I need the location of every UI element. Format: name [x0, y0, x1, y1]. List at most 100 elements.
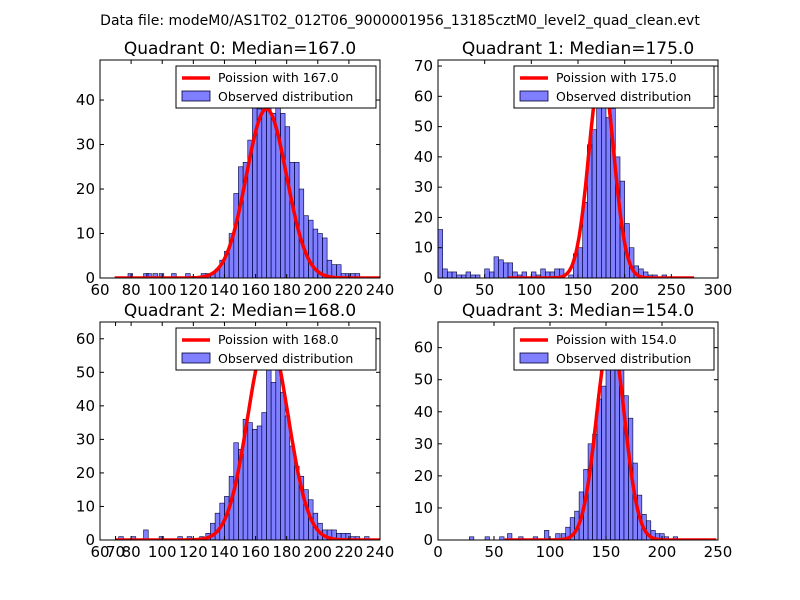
histogram-bar	[284, 415, 291, 540]
y-tick-label: 40	[76, 397, 95, 415]
legend-label-poisson: Poission with 168.0	[218, 332, 339, 347]
histogram-bar	[469, 536, 475, 540]
x-tick-label: 150	[592, 543, 621, 561]
legend-bar-swatch	[519, 90, 549, 102]
histogram-bar	[261, 412, 267, 540]
histogram-bar	[605, 363, 611, 540]
subplot-title: Quadrant 0: Median=167.0	[124, 39, 356, 59]
axes-frame	[99, 321, 381, 541]
histogram-bar	[438, 229, 443, 278]
histogram-bar	[614, 356, 620, 540]
histogram-bar	[127, 273, 133, 278]
x-tick-label: 150	[564, 281, 593, 299]
y-tick-label: 0	[85, 269, 95, 287]
x-tick-label: 100	[148, 543, 177, 561]
y-tick-label: 0	[423, 531, 433, 549]
y-tick-label: 50	[414, 371, 433, 389]
x-tick-label: 100	[517, 281, 546, 299]
histogram-bar	[499, 536, 505, 540]
axes-frame	[99, 59, 381, 279]
y-tick-label: 60	[76, 330, 95, 348]
histogram-bar	[270, 382, 277, 540]
histogram-bar	[484, 268, 490, 278]
y-tick-label: 30	[76, 136, 95, 154]
histogram-bar	[284, 126, 291, 278]
legend-label-poisson: Poission with 154.0	[556, 332, 677, 347]
x-tick-label: 50	[475, 281, 494, 299]
histogram-bar	[577, 247, 583, 278]
histogram-bar	[503, 262, 509, 278]
y-tick-label: 10	[414, 239, 433, 257]
y-tick-label: 30	[76, 430, 95, 448]
histogram-bar	[451, 271, 457, 278]
y-tick-label: 50	[414, 118, 433, 136]
poisson-curve	[115, 333, 380, 540]
legend: Poission with 154.0 Observed distribution	[513, 327, 715, 371]
histogram-bar	[601, 385, 607, 540]
x-tick-label: 220	[335, 543, 364, 561]
legend-bar-swatch	[519, 352, 549, 364]
histogram-bar	[275, 365, 281, 540]
x-tick-label: 300	[704, 281, 733, 299]
histogram-bar	[507, 533, 513, 540]
histogram-bar	[507, 262, 513, 278]
x-tick-label: 240	[366, 281, 395, 299]
histogram-bar	[289, 162, 295, 278]
x-tick-label: 80	[122, 281, 141, 299]
x-tick-label: 140	[210, 281, 239, 299]
legend-label-observed: Observed distribution	[218, 89, 353, 104]
x-tick-label: 0	[433, 281, 443, 299]
histogram-bar	[498, 259, 504, 278]
x-tick-label: 120	[179, 543, 208, 561]
y-tick-label: 70	[414, 57, 433, 75]
y-tick-label: 20	[76, 180, 95, 198]
y-tick-label: 50	[76, 363, 95, 381]
y-tick-label: 40	[414, 148, 433, 166]
histogram-bar	[475, 274, 481, 278]
x-tick-label: 240	[366, 543, 395, 561]
histogram-bar	[280, 392, 286, 540]
x-tick-label: 100	[148, 281, 177, 299]
histogram-bar	[605, 117, 611, 278]
x-tick-label: 120	[179, 281, 208, 299]
subplot-grid: 60 80 100 120 140 160 180 200 220 240010203040Qua…	[76, 39, 732, 561]
y-tick-label: 40	[414, 403, 433, 421]
x-tick-label: 70	[106, 543, 125, 561]
subplot-title: Quadrant 2: Median=168.0	[124, 301, 356, 321]
histogram-bar	[252, 429, 258, 540]
histogram-bar	[171, 273, 177, 278]
x-tick-label: 180	[272, 543, 301, 561]
histogram-bar	[289, 445, 295, 540]
x-tick-label: 60	[90, 281, 109, 299]
y-tick-label: 40	[76, 91, 95, 109]
histogram-bar	[601, 89, 607, 278]
x-tick-label: 180	[272, 281, 301, 299]
histogram-bar	[493, 256, 499, 278]
subplot-quadrant-3: 0 50 100 150 200 250 0 10 20 30 40 50 60 Quadrant 3: …	[414, 301, 732, 561]
x-tick-label: 160	[241, 281, 270, 299]
x-tick-label: 200	[648, 543, 677, 561]
figure-suptitle: Data file: modeM0/AS1T02_012T06_90000019…	[100, 13, 700, 29]
x-tick-label: 250	[704, 543, 733, 561]
legend: Poission with 168.0 Observed distribution	[175, 327, 377, 371]
histogram-bar	[489, 271, 495, 278]
y-tick-label: 30	[414, 435, 433, 453]
legend: Poission with 167.0 Observed distribution	[175, 65, 377, 109]
legend-bar-swatch	[181, 90, 211, 102]
x-tick-label: 80	[122, 543, 141, 561]
histogram-bar	[555, 533, 561, 540]
subplot-title: Quadrant 3: Median=154.0	[462, 301, 694, 321]
plot-area	[114, 86, 380, 278]
x-tick-label: 200	[610, 281, 639, 299]
x-tick-label: 220	[335, 281, 364, 299]
histogram-bar	[465, 271, 471, 278]
histogram-bar	[143, 529, 149, 540]
y-tick-label: 20	[414, 208, 433, 226]
x-tick-label: 250	[657, 281, 686, 299]
y-tick-label: 60	[414, 87, 433, 105]
y-tick-label: 10	[76, 225, 95, 243]
x-tick-label: 50	[484, 543, 503, 561]
histogram-bar	[256, 108, 263, 278]
